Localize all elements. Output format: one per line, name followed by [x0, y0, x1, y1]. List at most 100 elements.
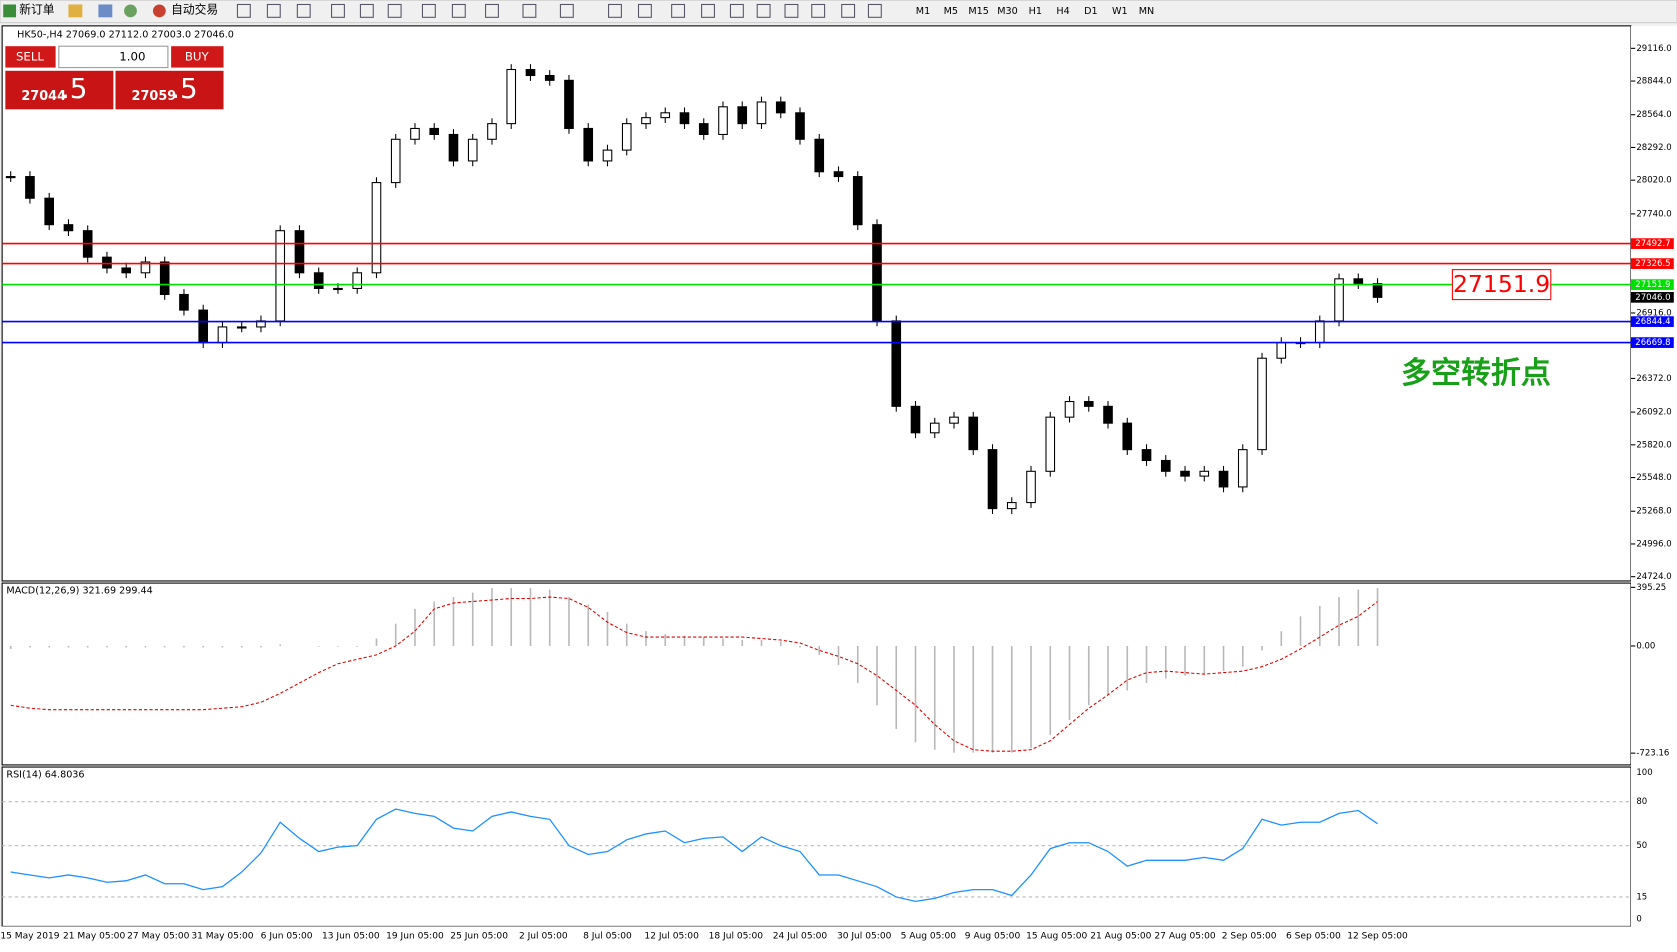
- candle: [1026, 470, 1036, 504]
- candle: [198, 309, 209, 344]
- rsi-label: RSI(14) 64.8036: [6, 770, 84, 781]
- buy-button[interactable]: [171, 46, 224, 68]
- rsi-line: [10, 808, 1378, 902]
- y-tick-label: 50: [1636, 841, 1647, 851]
- candle: [5, 176, 16, 179]
- timeframe-button[interactable]: M30: [997, 6, 1018, 17]
- candle: [679, 112, 690, 125]
- toolbar-icon[interactable]: [266, 3, 281, 18]
- toolbar-icon[interactable]: [671, 3, 686, 18]
- icon[interactable]: [124, 4, 137, 18]
- candle: [179, 293, 189, 311]
- y-tick-label: 25820.0: [1636, 440, 1671, 450]
- candle: [852, 176, 863, 226]
- timeframe-button[interactable]: M5: [944, 6, 958, 17]
- toolbar-icon[interactable]: [811, 3, 826, 18]
- toolbar-icon[interactable]: [359, 3, 374, 18]
- candle: [121, 267, 132, 274]
- y-tick-label: 28564.0: [1636, 110, 1671, 120]
- candle: [313, 272, 324, 289]
- time-label: 12 Sep 05:00: [1347, 932, 1408, 942]
- timeframe-button[interactable]: H4: [1056, 6, 1069, 17]
- candle: [698, 123, 709, 135]
- sell-price: 27044: [21, 89, 66, 104]
- time-label: 27 May 05:00: [127, 932, 189, 942]
- buy-price-box[interactable]: [115, 70, 224, 110]
- toolbar-icon[interactable]: [729, 3, 744, 18]
- toolbar-icon[interactable]: [637, 3, 652, 18]
- toolbar-icon[interactable]: [331, 3, 345, 18]
- candle: [872, 224, 882, 322]
- toolbar-icons: [236, 3, 882, 18]
- y-tick-label: 100: [1636, 768, 1652, 778]
- candle: [833, 171, 844, 178]
- candle: [429, 127, 440, 135]
- trade-panel: SELL 1.00 BUY 27044 .5 27059 .5: [5, 45, 224, 110]
- timeframe-button[interactable]: MN: [1139, 6, 1154, 17]
- candle: [583, 127, 594, 162]
- candle: [602, 149, 613, 162]
- candle: [891, 320, 902, 407]
- time-label: 21 Aug 05:00: [1090, 932, 1151, 942]
- toolbar-icon[interactable]: [701, 3, 715, 18]
- time-label: 12 Jul 05:00: [644, 932, 699, 942]
- candle: [1372, 283, 1383, 298]
- candle: [814, 138, 825, 173]
- candle: [1103, 405, 1113, 424]
- time-label: 2 Jul 05:00: [519, 932, 568, 942]
- toolbar-auto-trading[interactable]: 自动交易: [152, 2, 218, 18]
- price-axis: [1631, 25, 1677, 927]
- y-tick-label: 25548.0: [1636, 473, 1671, 483]
- toolbar-icon[interactable]: [421, 3, 436, 18]
- time-label: 25 Jun 05:00: [450, 932, 508, 942]
- y-tick-label: 15: [1636, 892, 1647, 902]
- candle: [641, 117, 651, 125]
- icon[interactable]: [68, 4, 83, 18]
- y-tick-label: 26916.0: [1636, 308, 1671, 318]
- timeframe-button[interactable]: W1: [1112, 6, 1128, 17]
- candle: [467, 138, 478, 162]
- timeframe-button[interactable]: D1: [1084, 6, 1098, 17]
- toolbar-new-order[interactable]: 新订单: [3, 2, 55, 18]
- toolbar-icon[interactable]: [236, 3, 251, 18]
- toolbar-icon[interactable]: [559, 3, 574, 18]
- candle: [506, 68, 517, 125]
- current-price-bg: [1631, 291, 1674, 303]
- toolbar-icon[interactable]: [608, 3, 622, 18]
- candle: [217, 326, 228, 344]
- time-label: 6 Sep 05:00: [1286, 932, 1341, 942]
- timeframe-button[interactable]: M1: [916, 6, 930, 17]
- candle: [410, 127, 420, 140]
- candle: [44, 197, 55, 226]
- toolbar-icon[interactable]: [296, 3, 311, 18]
- y-tick-label: -723.16: [1636, 749, 1669, 759]
- time-label: 18 Jul 05:00: [709, 932, 764, 942]
- macd-panel: [1, 582, 1632, 766]
- lots-input[interactable]: [58, 45, 169, 69]
- time-label: 5 Aug 05:00: [901, 932, 957, 942]
- timeframe-button[interactable]: H1: [1029, 6, 1042, 17]
- candle: [1122, 422, 1133, 451]
- candle: [25, 176, 35, 199]
- y-tick-label: 28844.0: [1636, 77, 1671, 87]
- toolbar-icon[interactable]: [756, 3, 771, 18]
- sell-price-box[interactable]: [5, 70, 114, 110]
- toolbar-icon[interactable]: [867, 3, 882, 18]
- time-label: 27 Aug 05:00: [1154, 932, 1215, 942]
- toolbar-icon[interactable]: [841, 3, 856, 18]
- candle: [660, 112, 671, 119]
- toolbar-icon[interactable]: [485, 3, 499, 18]
- sell-button[interactable]: [5, 46, 56, 68]
- time-label: 13 Jun 05:00: [322, 932, 380, 942]
- toolbar-icon[interactable]: [784, 3, 799, 18]
- candle: [487, 123, 497, 140]
- level-label-bg: [1631, 238, 1674, 249]
- y-tick-label: 29116.0: [1636, 44, 1671, 54]
- toolbar-icon[interactable]: [451, 3, 466, 18]
- toolbar-icon[interactable]: [387, 3, 402, 18]
- level-callout: 27151.9: [1453, 270, 1550, 298]
- toolbar-icon[interactable]: [522, 3, 537, 18]
- timeframe-button[interactable]: M15: [968, 6, 989, 17]
- icon[interactable]: [98, 4, 113, 18]
